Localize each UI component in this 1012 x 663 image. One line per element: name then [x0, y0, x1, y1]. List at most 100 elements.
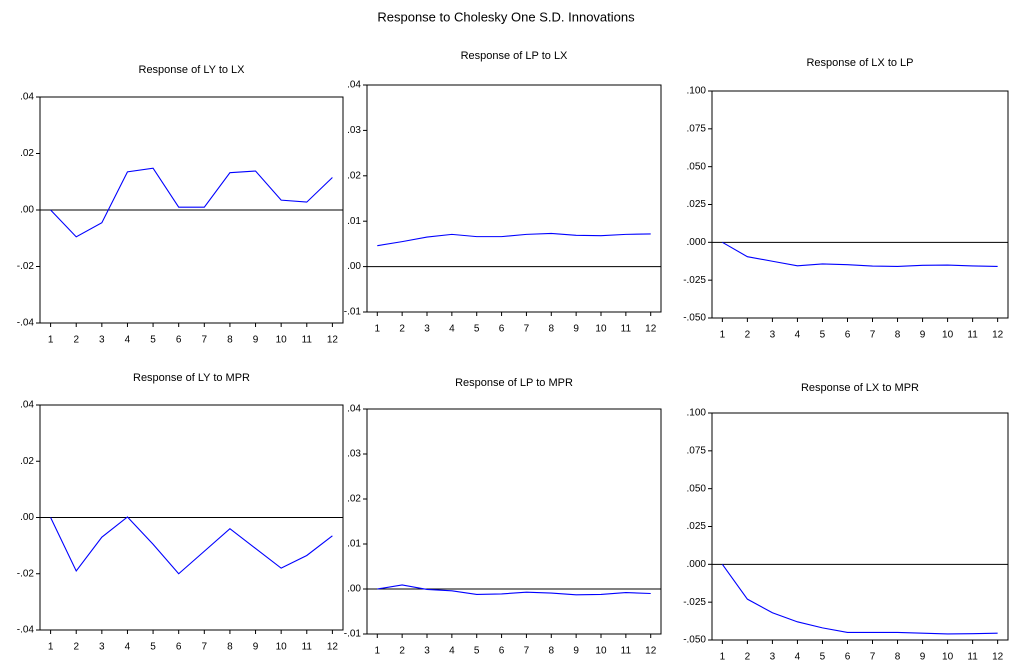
x-tick-label: 1	[375, 324, 381, 335]
y-tick-label: .04	[20, 400, 34, 411]
y-tick-label: .00	[20, 512, 34, 523]
response-line	[50, 516, 333, 575]
x-tick-label: 5	[474, 324, 480, 335]
y-tick-label: .075	[687, 123, 707, 134]
y-tick-label: -.025	[683, 275, 706, 286]
x-tick-label: 8	[227, 642, 233, 653]
x-tick-label: 2	[73, 642, 79, 653]
y-tick-label: .03	[347, 449, 361, 460]
y-tick-label: .025	[687, 199, 707, 210]
y-tick-label: .03	[347, 125, 361, 136]
x-tick-label: 9	[573, 324, 579, 335]
panel-title: Response of LP to LX	[461, 50, 568, 62]
x-tick-label: 8	[549, 646, 555, 657]
panel-title: Response of LX to LP	[806, 57, 913, 69]
y-tick-label: .050	[687, 161, 707, 172]
x-tick-label: 7	[202, 335, 208, 346]
x-tick-label: 7	[870, 652, 876, 663]
x-tick-label: 8	[895, 652, 901, 663]
response-line	[721, 564, 998, 635]
plot-frame	[711, 412, 1009, 641]
x-tick-label: 2	[73, 335, 79, 346]
x-tick-label: 11	[302, 335, 313, 346]
y-tick-label: .00	[347, 261, 361, 272]
x-tick-label: 3	[99, 642, 105, 653]
x-tick-label: 10	[942, 652, 954, 663]
y-tick-label: .04	[20, 92, 34, 103]
panel-title: Response of LY to LX	[139, 64, 246, 76]
x-tick-label: 6	[176, 642, 182, 653]
x-tick-label: 1	[375, 646, 381, 657]
plot-frame	[366, 84, 662, 313]
x-tick-label: 5	[474, 646, 480, 657]
y-tick-label: -.01	[344, 629, 362, 640]
y-tick-label: .01	[347, 539, 361, 550]
x-tick-label: 10	[595, 646, 607, 657]
x-tick-label: 4	[125, 335, 131, 346]
x-tick-label: 8	[549, 324, 555, 335]
x-tick-label: 2	[745, 330, 751, 341]
x-tick-label: 4	[795, 652, 801, 663]
panel-title: Response of LY to MPR	[133, 372, 250, 384]
y-tick-label: -.04	[17, 625, 35, 636]
x-tick-label: 12	[645, 324, 657, 335]
x-tick-label: 5	[820, 330, 826, 341]
y-tick-label: .025	[687, 521, 707, 532]
y-tick-label: .100	[687, 86, 707, 97]
x-tick-label: 7	[870, 330, 876, 341]
x-tick-label: 12	[645, 646, 657, 657]
x-tick-label: 1	[48, 335, 54, 346]
y-tick-label: -.02	[17, 568, 35, 579]
y-tick-label: .000	[687, 237, 707, 248]
x-tick-label: 3	[770, 652, 776, 663]
x-tick-label: 10	[942, 330, 954, 341]
x-tick-label: 3	[424, 324, 430, 335]
y-tick-label: -.04	[17, 318, 35, 329]
x-tick-label: 12	[992, 652, 1004, 663]
x-tick-label: 2	[399, 646, 405, 657]
x-tick-label: 12	[992, 330, 1004, 341]
y-tick-label: .04	[347, 404, 361, 415]
y-tick-label: .02	[347, 494, 361, 505]
x-tick-label: 11	[302, 642, 313, 653]
y-tick-label: .00	[347, 584, 361, 595]
x-tick-label: 9	[253, 335, 259, 346]
x-tick-label: 5	[150, 642, 156, 653]
x-tick-label: 4	[449, 324, 455, 335]
x-tick-label: 8	[895, 330, 901, 341]
x-tick-label: 6	[176, 335, 182, 346]
y-tick-label: .100	[687, 408, 707, 419]
x-tick-label: 7	[202, 642, 208, 653]
x-tick-label: 5	[820, 652, 826, 663]
x-tick-label: 1	[720, 330, 726, 341]
y-tick-label: .02	[347, 170, 361, 181]
y-tick-label: .02	[20, 148, 34, 159]
x-tick-label: 2	[399, 324, 405, 335]
y-tick-label: .00	[20, 205, 34, 216]
x-tick-label: 3	[99, 335, 105, 346]
y-tick-label: -.050	[683, 635, 706, 646]
x-tick-label: 5	[150, 335, 156, 346]
y-tick-label: .02	[20, 456, 34, 467]
x-tick-label: 7	[524, 324, 530, 335]
x-tick-label: 6	[845, 330, 851, 341]
x-tick-label: 9	[920, 652, 926, 663]
x-tick-label: 9	[573, 646, 579, 657]
x-tick-label: 8	[227, 335, 233, 346]
response-line	[50, 167, 333, 238]
x-tick-label: 10	[276, 642, 288, 653]
x-tick-label: 6	[845, 652, 851, 663]
x-tick-label: 11	[967, 330, 978, 341]
y-tick-label: -.02	[17, 261, 35, 272]
x-tick-label: 9	[253, 642, 259, 653]
x-tick-label: 12	[327, 335, 339, 346]
x-tick-label: 6	[499, 646, 505, 657]
x-tick-label: 11	[967, 652, 978, 663]
y-tick-label: .075	[687, 445, 707, 456]
x-tick-label: 4	[125, 642, 131, 653]
x-tick-label: 11	[621, 324, 632, 335]
x-tick-label: 6	[499, 324, 505, 335]
y-tick-label: -.01	[344, 307, 362, 318]
response-line	[377, 584, 651, 596]
